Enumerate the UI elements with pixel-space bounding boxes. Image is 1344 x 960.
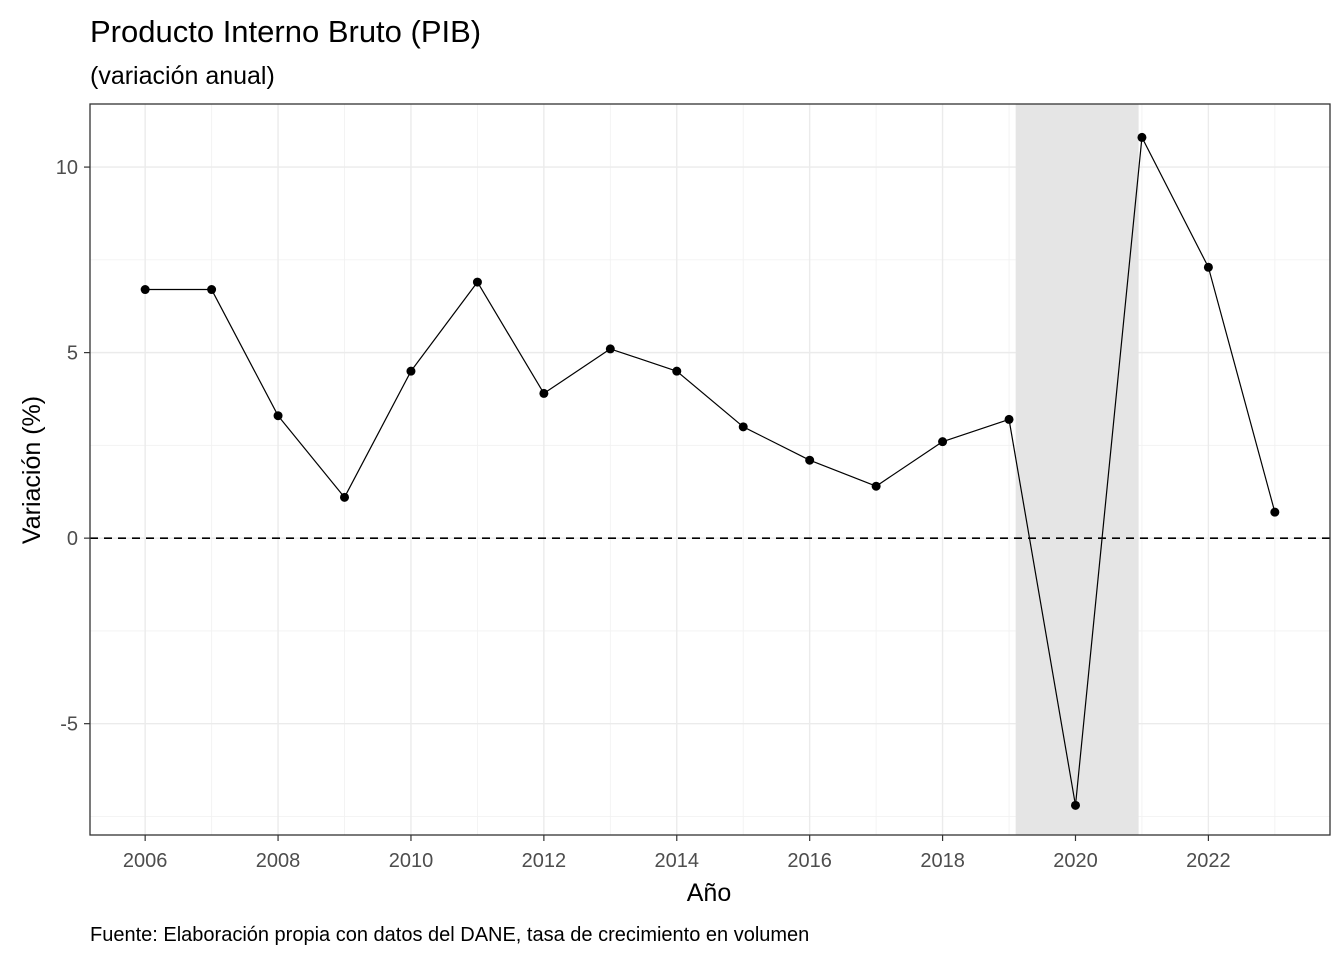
data-points	[140, 132, 1280, 810]
line-segment	[410, 281, 478, 372]
y-tick-label: -5	[60, 714, 78, 736]
data-point-2015	[738, 422, 748, 432]
shaded-region-2020	[1015, 104, 1139, 835]
data-point-2009	[340, 492, 350, 502]
x-tick-label: 2014	[655, 850, 700, 872]
line-segment	[277, 415, 345, 498]
chart-subtitle: (variación anual)	[90, 62, 275, 90]
line-segment	[476, 281, 545, 394]
plot-panel	[89, 103, 1331, 836]
data-point-2023	[1270, 507, 1280, 517]
major-gridlines	[90, 104, 1330, 835]
line-segment	[343, 370, 412, 498]
line-segment	[742, 426, 810, 461]
line-segment	[543, 348, 611, 394]
line-segment	[942, 418, 1010, 443]
data-point-2022	[1203, 262, 1213, 272]
line-segment	[676, 370, 744, 428]
data-point-2019	[1004, 414, 1014, 424]
line-segment	[1074, 137, 1143, 806]
line-segment	[1141, 137, 1209, 268]
data-point-2020	[1070, 800, 1080, 810]
x-axis: 2006 2008 2010 2012 2014 2016 2018 2020 2022	[123, 835, 1231, 872]
x-tick-label: 2022	[1186, 850, 1231, 872]
chart-title: Producto Interno Bruto (PIB)	[90, 14, 481, 49]
minor-gridlines	[90, 104, 1330, 835]
data-point-2013	[605, 344, 615, 354]
data-point-2018	[938, 437, 948, 447]
data-point-2012	[539, 388, 549, 398]
x-tick-label: 2006	[123, 850, 168, 872]
line-segment	[1008, 419, 1077, 806]
line-segment	[610, 348, 677, 372]
y-tick-label: 5	[67, 343, 78, 365]
x-tick-label: 2016	[787, 850, 832, 872]
y-tick-label: 10	[56, 157, 78, 179]
y-axis-title: Variación (%)	[18, 396, 46, 544]
line-segment	[875, 441, 943, 487]
y-tick-label: 0	[67, 528, 78, 550]
chart-caption: Fuente: Elaboración propia con datos del…	[90, 924, 809, 946]
x-axis-title: Año	[687, 879, 731, 907]
data-point-2021	[1137, 132, 1147, 142]
line-segment	[809, 459, 877, 487]
panel-border	[89, 103, 1331, 836]
data-point-2010	[406, 366, 416, 376]
x-tick-label: 2008	[256, 850, 301, 872]
x-tick-label: 2018	[920, 850, 965, 872]
x-tick-label: 2020	[1053, 850, 1098, 872]
y-axis: -5 0 5 10	[56, 157, 90, 736]
data-point-2008	[273, 411, 283, 421]
data-point-2017	[871, 481, 881, 491]
data-point-2007	[207, 285, 217, 295]
x-tick-label: 2012	[522, 850, 567, 872]
data-point-2011	[472, 277, 482, 287]
line-segment	[1207, 267, 1276, 513]
x-tick-label: 2010	[389, 850, 434, 872]
data-point-2006	[140, 285, 150, 295]
line-segment	[211, 289, 279, 416]
series-line	[145, 137, 1276, 806]
data-point-2014	[672, 366, 682, 376]
data-point-2016	[805, 455, 815, 465]
